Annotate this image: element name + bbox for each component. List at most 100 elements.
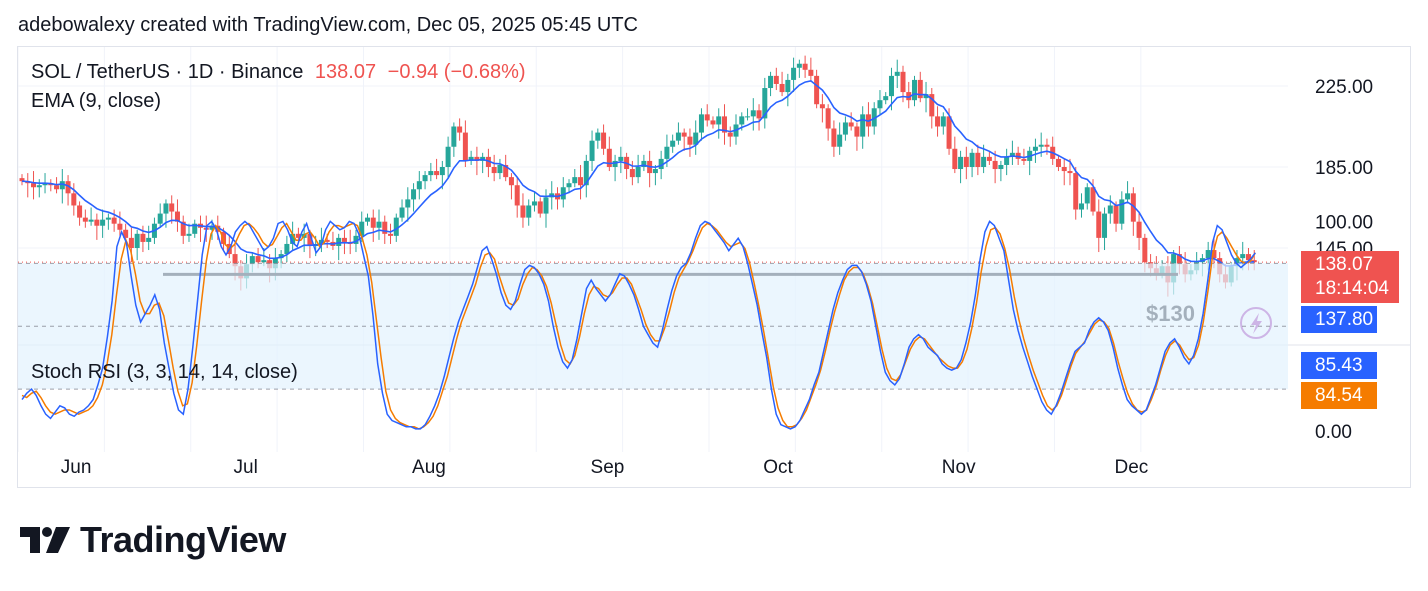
candle-body (336, 237, 342, 246)
candle-body (1061, 167, 1067, 172)
candle-body (762, 88, 768, 119)
candle-body (791, 67, 797, 80)
candle-body (468, 156, 474, 161)
candle-body (1096, 211, 1102, 238)
symbol-legend[interactable]: SOL / TetherUS · 1D · Binance 138.07 −0.… (31, 61, 526, 84)
candle-body (359, 221, 365, 236)
candle-body (290, 233, 296, 244)
candle-body (963, 156, 969, 167)
candle-body (981, 156, 987, 167)
candle-body (36, 185, 42, 188)
candle-body (503, 164, 509, 178)
candle-body (773, 75, 779, 84)
candle-body (376, 221, 382, 228)
candle-body (848, 122, 854, 127)
candle-body (324, 239, 330, 242)
candle-body (877, 100, 883, 109)
candle-body (526, 205, 532, 218)
candle-body (1067, 171, 1073, 174)
candle-body (750, 110, 756, 117)
candle-body (935, 116, 941, 127)
candle-body (134, 233, 140, 248)
candle-body (992, 160, 998, 170)
candle-body (698, 114, 704, 133)
candle-body (710, 120, 716, 125)
candle-body (1044, 144, 1050, 147)
candle-body (860, 114, 866, 137)
tradingview-wordmark: TradingView (80, 519, 286, 560)
chart-canvas[interactable]: 145.00185.00225.00$130JunJulAugSepOctNov… (18, 47, 1410, 487)
candle-body (307, 233, 313, 246)
candle-body (1205, 250, 1211, 259)
stoch-k-tag: 85.43 (1301, 352, 1377, 379)
stoch-d-tag: 84.54 (1301, 382, 1377, 409)
candle-body (416, 181, 422, 190)
candle-body (71, 193, 77, 206)
candle-body (163, 203, 169, 214)
candle-body (606, 148, 612, 167)
ema-line (21, 80, 1255, 267)
candle-body (88, 219, 94, 222)
ema-legend[interactable]: EMA (9, close) (31, 90, 162, 112)
candle-body (1119, 199, 1125, 224)
candle-body (393, 217, 399, 236)
candle-body (687, 136, 693, 145)
candle-body (422, 175, 428, 182)
candle-body (802, 63, 808, 70)
candle-body (249, 256, 255, 265)
candle-body (497, 164, 503, 174)
candle-body (128, 237, 134, 248)
candle-body (1125, 193, 1131, 200)
candle-body (745, 116, 751, 118)
candle-body (531, 201, 537, 206)
candle-body (1245, 254, 1251, 261)
candle-body (100, 219, 106, 226)
price-change: −0.94 (−0.68%) (387, 61, 526, 83)
stoch-rsi-legend[interactable]: Stoch RSI (3, 3, 14, 14, close) (31, 361, 298, 383)
time-axis-label: Oct (763, 457, 793, 478)
candle-body (140, 233, 146, 242)
candle-body (1142, 237, 1148, 263)
candle-body (929, 94, 935, 117)
candle-body (756, 110, 762, 119)
candle-body (589, 140, 595, 161)
candle-body (785, 79, 791, 93)
candle-body (969, 152, 975, 167)
candle-body (117, 223, 123, 230)
candle-body (831, 128, 837, 147)
candle-body (341, 237, 347, 242)
price-axis-label: 225.00 (1315, 77, 1373, 98)
candle-body (1176, 254, 1182, 265)
candle-body (629, 169, 635, 178)
candle-body (54, 185, 60, 190)
candle-body (693, 132, 699, 145)
chart-frame[interactable]: 145.00185.00225.00$130JunJulAugSepOctNov… (17, 46, 1411, 488)
candle-body (560, 187, 566, 200)
candle-body (652, 169, 658, 174)
candle-body (635, 167, 641, 178)
candle-body (986, 156, 992, 161)
candle-body (1251, 260, 1257, 263)
candle-body (675, 132, 681, 141)
candle-body (819, 104, 825, 109)
candle-body (1084, 187, 1090, 204)
candle-body (1009, 152, 1015, 157)
candle-body (491, 167, 497, 174)
candle-body (716, 116, 722, 125)
tradingview-logo[interactable]: TradingView (20, 519, 286, 561)
candle-body (808, 69, 814, 76)
candle-body (566, 183, 572, 188)
candle-body (261, 260, 267, 263)
candle-body (474, 156, 480, 161)
candle-body (157, 213, 163, 224)
candle-body (641, 160, 647, 167)
candle-body (1234, 258, 1240, 267)
candle-body (883, 96, 889, 101)
candle-body (364, 217, 370, 222)
candle-body (278, 254, 284, 259)
candle-body (998, 164, 1004, 170)
candle-body (520, 205, 526, 218)
candle-body (543, 197, 549, 214)
stoch-axis-label: 0.00 (1315, 422, 1352, 443)
stoch-d-line (21, 222, 1256, 430)
